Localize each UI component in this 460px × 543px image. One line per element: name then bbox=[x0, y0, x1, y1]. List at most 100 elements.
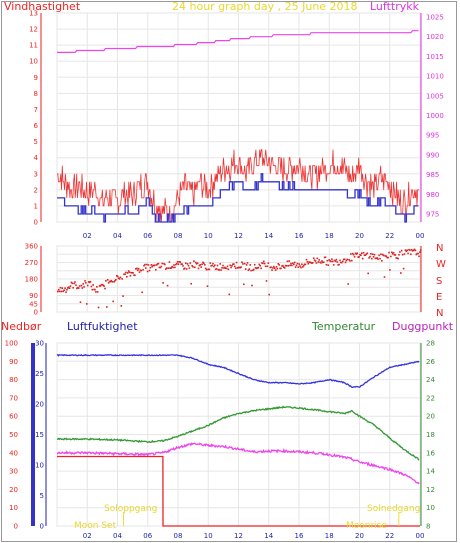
direction-point bbox=[284, 264, 287, 267]
direction-point bbox=[293, 261, 296, 264]
direction-point bbox=[103, 285, 105, 287]
wind-y-tick-label: 5 bbox=[34, 138, 38, 146]
sunrise-label: Soloppgang bbox=[104, 504, 158, 514]
direction-point bbox=[325, 263, 328, 266]
temperature-y-tick-label: 24 bbox=[426, 376, 435, 384]
direction-point bbox=[100, 283, 103, 286]
direction-point bbox=[166, 284, 169, 287]
direction-point bbox=[280, 267, 282, 270]
direction-point bbox=[190, 282, 192, 285]
rain-y-tick-label: 20 bbox=[9, 486, 18, 494]
direction-point bbox=[376, 257, 378, 259]
direction-point bbox=[131, 271, 133, 274]
dewpoint-title: Duggpunkt bbox=[392, 320, 454, 333]
x-tick-label: 10 bbox=[204, 232, 213, 240]
direction-point bbox=[197, 267, 200, 270]
direction-point bbox=[314, 260, 317, 262]
direction-point bbox=[193, 260, 195, 262]
direction-point bbox=[181, 263, 183, 265]
wind-average-line bbox=[57, 173, 419, 223]
direction-point bbox=[415, 253, 418, 256]
direction-point bbox=[180, 263, 182, 265]
direction-point bbox=[251, 284, 253, 287]
direction-point bbox=[218, 269, 221, 271]
temperature-title: Temperatur bbox=[312, 320, 376, 333]
direction-point bbox=[93, 288, 95, 291]
temperature-y-tick-label: 10 bbox=[426, 504, 435, 512]
direction-point bbox=[143, 264, 145, 267]
wind-y-tick-label: 13 bbox=[29, 10, 38, 18]
rain-y-tick-label: 90 bbox=[9, 358, 18, 366]
direction-point bbox=[263, 260, 265, 263]
direction-point bbox=[142, 268, 144, 271]
direction-point bbox=[99, 285, 102, 287]
wind-y-tick-label: 7 bbox=[34, 106, 38, 114]
direction-point bbox=[160, 265, 163, 268]
direction-point bbox=[234, 267, 237, 270]
direction-point bbox=[276, 267, 279, 270]
wind-y-tick-label: 2 bbox=[34, 186, 38, 194]
direction-point bbox=[116, 275, 119, 278]
lower-x-tick-label: 22 bbox=[385, 532, 394, 540]
direction-point bbox=[381, 253, 384, 256]
direction-point bbox=[204, 267, 207, 270]
direction-point bbox=[82, 283, 84, 285]
direction-point bbox=[385, 255, 388, 258]
direction-point bbox=[63, 289, 65, 291]
humidity-y-tick-label: 10 bbox=[35, 462, 44, 470]
direction-point bbox=[297, 266, 300, 268]
wind-y-tick-label: 11 bbox=[29, 42, 38, 50]
direction-point bbox=[339, 259, 341, 262]
direction-point bbox=[361, 252, 363, 254]
direction-point bbox=[141, 291, 143, 294]
wind-speed-title: Vindhastighet bbox=[4, 0, 81, 13]
direction-point bbox=[211, 264, 213, 267]
direction-point bbox=[395, 257, 398, 259]
pressure-y-tick-label: 980 bbox=[426, 191, 439, 199]
direction-point bbox=[238, 266, 241, 269]
lower-x-tick-label: 14 bbox=[264, 532, 273, 540]
temperature-y-tick-label: 28 bbox=[426, 340, 435, 348]
direction-point bbox=[214, 268, 217, 271]
direction-point bbox=[202, 261, 204, 264]
direction-point bbox=[212, 262, 214, 265]
direction-point bbox=[147, 264, 150, 266]
direction-point bbox=[333, 259, 336, 262]
x-tick-label: 16 bbox=[295, 232, 304, 240]
direction-point bbox=[303, 263, 306, 266]
direction-point bbox=[88, 281, 91, 284]
direction-point bbox=[121, 278, 123, 280]
direction-point bbox=[396, 257, 398, 259]
direction-point bbox=[301, 263, 303, 266]
pressure-y-tick-label: 1025 bbox=[426, 13, 444, 21]
humidity-y-tick-label: 0 bbox=[40, 523, 44, 531]
direction-point bbox=[125, 271, 127, 274]
direction-point bbox=[62, 290, 64, 293]
direction-point bbox=[85, 282, 87, 284]
temperature-y-tick-label: 18 bbox=[426, 431, 435, 439]
temperature-y-tick-label: 16 bbox=[426, 449, 435, 457]
direction-point bbox=[277, 263, 280, 265]
direction-point bbox=[86, 284, 89, 287]
direction-point bbox=[67, 287, 69, 289]
x-tick-label: 20 bbox=[355, 232, 364, 240]
direction-point bbox=[317, 261, 320, 263]
direction-point bbox=[261, 262, 263, 264]
direction-point bbox=[199, 264, 202, 266]
direction-point bbox=[210, 265, 212, 267]
pressure-y-tick-label: 1000 bbox=[426, 112, 444, 120]
direction-point bbox=[120, 305, 123, 307]
direction-point bbox=[206, 285, 209, 287]
direction-point bbox=[375, 257, 378, 259]
direction-point bbox=[273, 265, 275, 268]
direction-point bbox=[387, 256, 389, 259]
direction-point bbox=[244, 268, 247, 270]
pressure-y-tick-label: 1010 bbox=[426, 73, 444, 81]
direction-point bbox=[146, 270, 149, 273]
direction-point bbox=[273, 267, 276, 269]
direction-point bbox=[84, 280, 86, 282]
direction-point bbox=[67, 286, 70, 288]
direction-point bbox=[96, 286, 98, 288]
direction-point bbox=[97, 306, 100, 309]
direction-point bbox=[130, 272, 133, 274]
